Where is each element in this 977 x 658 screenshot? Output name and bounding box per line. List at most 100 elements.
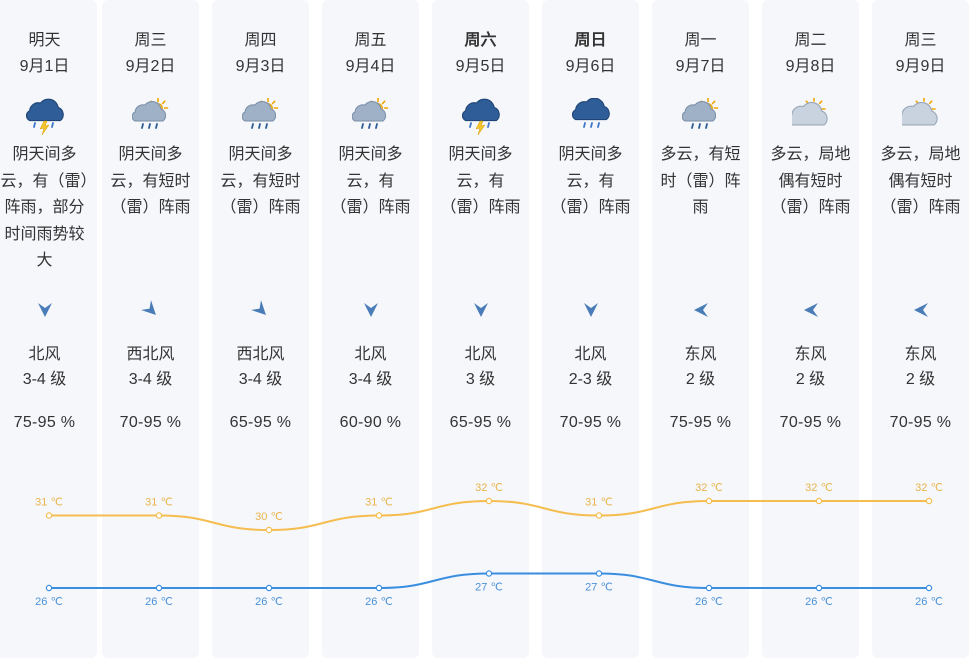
- weather-description: 阴天间多云，有短时（雷）阵雨: [220, 146, 301, 216]
- date-label: 9月5日: [455, 58, 506, 75]
- day-label: 周日: [574, 32, 607, 49]
- cloud-rain-icon: [542, 98, 639, 136]
- humidity: 75-95 %: [13, 414, 76, 431]
- high-temp-label: 32 ℃: [475, 482, 503, 494]
- weather-description: 多云，有短时（雷）阵雨: [660, 146, 741, 216]
- partly-cloudy-rain-icon: [652, 98, 749, 136]
- forecast-day-column: 明天 9月1日 阴天间多云，有（雷）阵雨，部分时间雨势较大 北风 3-4 级 7…: [0, 0, 97, 658]
- high-temp-label: 31 ℃: [585, 497, 613, 509]
- partly-cloudy-rain-icon: [212, 98, 309, 136]
- arrow-down-icon: [542, 299, 639, 321]
- high-temp-point: [815, 497, 823, 505]
- wind-direction: 东风: [794, 346, 827, 363]
- wind-direction: 北风: [354, 346, 387, 363]
- forecast-day-column: 周四 9月3日 阴天间多云，有短时（雷）阵雨 西北风 3-4 级 65-95 %: [212, 0, 309, 658]
- low-temp-label: 26 ℃: [365, 596, 393, 608]
- humidity: 70-95 %: [889, 414, 952, 431]
- arrow-down-icon: [322, 299, 419, 321]
- high-temp-point: [45, 512, 53, 519]
- date-label: 9月2日: [125, 58, 176, 75]
- weather-description: 阴天间多云，有短时（雷）阵雨: [110, 146, 191, 216]
- low-temp-point: [375, 584, 383, 592]
- date-label: 9月6日: [565, 58, 616, 75]
- wind-direction: 西北风: [236, 346, 285, 363]
- wind-level: 3-4 级: [348, 371, 393, 388]
- date-label: 9月9日: [895, 58, 946, 75]
- forecast-day-column: 周三 9月2日 阴天间多云，有短时（雷）阵雨 西北风 3-4 级 70-95 %: [102, 0, 199, 658]
- day-label: 明天: [28, 32, 61, 49]
- low-temp-point: [705, 584, 713, 592]
- arrow-down-icon: [0, 299, 97, 321]
- high-temp-point: [705, 497, 713, 505]
- arrow-down-right-icon: [212, 299, 309, 321]
- high-temp-label: 31 ℃: [35, 497, 63, 509]
- wind-direction: 西北风: [126, 346, 175, 363]
- partly-cloudy-rain-icon: [322, 98, 419, 136]
- wind-direction: 东风: [904, 346, 937, 363]
- day-label: 周三: [134, 32, 167, 49]
- humidity: 70-95 %: [779, 414, 842, 431]
- weather-description: 阴天间多云，有（雷）阵雨: [330, 146, 411, 216]
- high-temp-point: [485, 497, 493, 505]
- wind-level: 2 级: [795, 371, 826, 388]
- date-label: 9月3日: [235, 58, 286, 75]
- humidity: 75-95 %: [669, 414, 732, 431]
- day-label: 周一: [684, 32, 717, 49]
- wind-level: 3-4 级: [22, 371, 67, 388]
- day-label: 周三: [904, 32, 937, 49]
- high-temp-label: 30 ℃: [255, 511, 283, 523]
- forecast-day-column: 周一 9月7日 多云，有短时（雷）阵雨 东风 2 级 75-95 %: [652, 0, 749, 658]
- day-label: 周六: [464, 32, 497, 49]
- partly-cloudy-rain-icon: [102, 98, 199, 136]
- forecast-day-column: 周六 9月5日 阴天间多云，有（雷）阵雨 北风 3 级 65-95 %: [432, 0, 529, 658]
- day-label: 周二: [794, 32, 827, 49]
- wind-direction: 北风: [464, 346, 497, 363]
- date-label: 9月8日: [785, 58, 836, 75]
- sun-cloud-icon: [762, 98, 859, 136]
- forecast-day-column: 周日 9月6日 阴天间多云，有（雷）阵雨 北风 2-3 级 70-95 %: [542, 0, 639, 658]
- thunder-rain-icon: [0, 98, 97, 136]
- low-temp-label: 27 ℃: [475, 582, 503, 594]
- high-temp-point: [155, 512, 163, 519]
- arrow-down-icon: [432, 299, 529, 321]
- high-temp-label: 31 ℃: [365, 497, 393, 509]
- date-label: 9月7日: [675, 58, 726, 75]
- high-temp-point: [265, 526, 273, 534]
- low-temp-label: 26 ℃: [695, 596, 723, 608]
- weather-description: 阴天间多云，有（雷）阵雨: [440, 146, 521, 216]
- low-temp-label: 26 ℃: [805, 596, 833, 608]
- weather-description: 多云，局地偶有短时（雷）阵雨: [770, 146, 851, 216]
- forecast-day-column: 周三 9月9日 多云，局地偶有短时（雷）阵雨 东风 2 级 70-95 %: [872, 0, 969, 658]
- low-temp-point: [925, 584, 933, 592]
- sun-cloud-icon: [872, 98, 969, 136]
- high-temp-label: 32 ℃: [695, 482, 723, 494]
- date-label: 9月1日: [19, 58, 70, 75]
- high-temp-label: 32 ℃: [805, 482, 833, 494]
- high-temp-point: [925, 497, 933, 505]
- day-label: 周四: [244, 32, 277, 49]
- wind-direction: 北风: [574, 346, 607, 363]
- low-temp-label: 27 ℃: [585, 582, 613, 594]
- humidity: 70-95 %: [559, 414, 622, 431]
- wind-level: 3-4 级: [128, 371, 173, 388]
- high-temp-label: 31 ℃: [145, 497, 173, 509]
- thunder-rain-icon: [432, 98, 529, 136]
- low-temp-label: 26 ℃: [255, 596, 283, 608]
- wind-direction: 东风: [684, 346, 717, 363]
- humidity: 60-90 %: [339, 414, 402, 431]
- weather-description: 多云，局地偶有短时（雷）阵雨: [880, 146, 961, 216]
- low-temp-point: [155, 584, 163, 592]
- wind-level: 2 级: [685, 371, 716, 388]
- low-temp-label: 26 ℃: [145, 596, 173, 608]
- arrow-left-icon: [762, 299, 859, 321]
- arrow-left-icon: [872, 299, 969, 321]
- humidity: 65-95 %: [449, 414, 512, 431]
- wind-level: 3 级: [465, 371, 496, 388]
- forecast-day-column: 周五 9月4日 阴天间多云，有（雷）阵雨 北风 3-4 级 60-90 %: [322, 0, 419, 658]
- arrow-down-right-icon: [102, 299, 199, 321]
- low-temp-point: [485, 570, 493, 577]
- wind-level: 2 级: [905, 371, 936, 388]
- date-label: 9月4日: [345, 58, 396, 75]
- wind-level: 3-4 级: [238, 371, 283, 388]
- low-temp-point: [45, 584, 53, 592]
